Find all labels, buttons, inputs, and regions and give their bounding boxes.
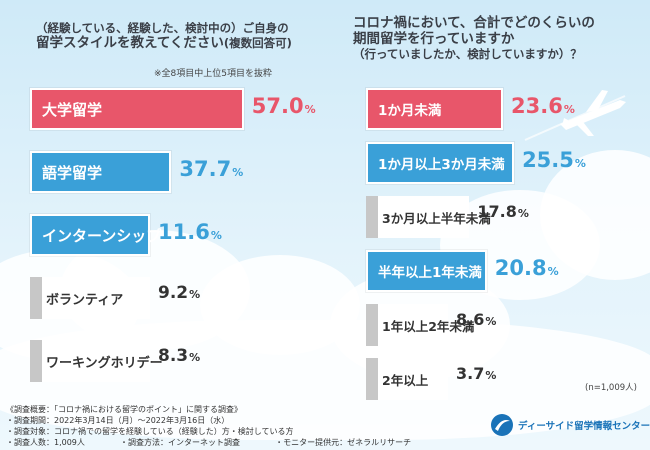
category-label: 3か月以上半年未満 (382, 210, 491, 226)
left-title-line2: 留学スタイルを教えてください(複数回答可) (36, 34, 292, 51)
category-label: 語学留学 (42, 163, 103, 182)
right-title-line2: 期間留学を行っていますか (353, 30, 515, 47)
value-number: 8.6 (456, 310, 485, 329)
right-title-line1: コロナ禍において、合計でどのくらいの (353, 15, 595, 31)
survey-footer: 《調査概要：「コロナ禍における留学のポイント」に関する調査》 ・調査期間：202… (6, 404, 411, 448)
bar: 3か月以上半年未満 (366, 196, 491, 238)
value-unit: % (563, 103, 575, 116)
category-label: 1か月未満 (378, 103, 442, 119)
value-unit: % (547, 265, 559, 278)
value-label: 20.8% (495, 256, 559, 280)
left-title-line1: （経験している、経験した、検討中の）ご自身の (36, 21, 289, 35)
footer-method: ・調査方法：インターネット調査 (120, 438, 240, 447)
footer-line: 《調査概要：「コロナ禍における留学のポイント」に関する調査》 (6, 405, 242, 414)
value-unit: % (304, 103, 316, 116)
bar: インターンシップ (30, 214, 161, 256)
bar: 半年以上1年未満 (366, 250, 487, 292)
airplane-icon (524, 90, 626, 141)
bar: 1か月未満 (366, 88, 504, 130)
value-number: 20.8 (494, 256, 547, 280)
value-number: 9.2 (158, 283, 189, 303)
bar: ワーキングホリデー (30, 340, 163, 382)
value-label: 57.0% (252, 94, 316, 118)
value-label: 25.5% (522, 148, 586, 172)
category-label: 半年以上1年未満 (378, 265, 482, 281)
value-unit: % (517, 207, 529, 220)
bar: 大学留学 (30, 88, 244, 130)
category-label: 2年以上 (382, 372, 429, 388)
category-label: ワーキングホリデー (46, 355, 163, 371)
logo-text: ディーサイド留学情報センター (518, 421, 650, 432)
value-number: 17.8 (477, 202, 517, 221)
value-label: 23.6% (511, 94, 575, 118)
value-label: 37.7% (179, 157, 243, 181)
left-chart-title: （経験している、経験した、検討中の）ご自身の 留学スタイルを教えてください(複数… (36, 21, 336, 51)
category-label: 1か月以上3か月未満 (378, 157, 505, 173)
logo-mark-icon (491, 414, 513, 436)
left-title-sub: (複数回答可) (223, 35, 292, 50)
value-number: 57.0 (251, 94, 304, 118)
bar: 1年以上2年未満 (366, 304, 474, 346)
value-unit: % (189, 351, 201, 364)
value-number: 11.6 (158, 220, 210, 244)
value-label: 11.6% (158, 220, 222, 244)
value-unit: % (485, 315, 497, 328)
category-label: ボランティア (46, 292, 124, 308)
left-chart-note: ※全8項目中上位5項目を抜粋 (154, 69, 272, 79)
category-label: 大学留学 (42, 100, 103, 119)
sample-size-note: (n=1,009人) (585, 383, 637, 393)
bar: ボランティア (30, 277, 150, 319)
value-number: 8.3 (158, 346, 189, 366)
right-chart-title: コロナ禍において、合計でどのくらいの 期間留学を行っていますか （行っていました… (353, 15, 633, 61)
value-number: 23.6 (511, 94, 563, 118)
bar: 語学留学 (30, 151, 172, 193)
value-number: 25.5 (522, 148, 574, 172)
footer-line: ・調査期間：2022年3月14日（月）～2022年3月16日（水） (6, 416, 230, 425)
footer-line: ・調査人数：1,009人 ・調査方法：インターネット調査 ・モニター提供元：ゼネ… (6, 437, 411, 448)
footer-count: ・調査人数：1,009人 (6, 438, 85, 447)
value-label: 17.8% (477, 202, 529, 221)
value-unit: % (189, 288, 201, 301)
value-label: 9.2% (158, 283, 200, 303)
value-label: 8.3% (158, 346, 200, 366)
category-label: インターンシップ (42, 226, 162, 245)
value-unit: % (232, 166, 244, 179)
value-unit: % (574, 157, 586, 170)
footer-provider: ・モニター提供元：ゼネラルリサーチ (275, 438, 412, 447)
value-label: 8.6% (456, 310, 496, 329)
value-unit: % (485, 369, 497, 382)
value-number: 3.7 (456, 364, 485, 383)
category-label: 1年以上2年未満 (382, 318, 475, 334)
value-unit: % (210, 229, 222, 242)
bar: 2年以上 (366, 358, 448, 400)
company-logo: ディーサイド留学情報センター (490, 413, 650, 437)
bar: 1か月以上3か月未満 (366, 142, 515, 184)
footer-line: ・調査対象：コロナ禍での留学を経験している（経験した）方・検討している方 (6, 427, 294, 436)
right-title-sub: （行っていましたか、検討していますか）？ (353, 46, 582, 61)
value-number: 37.7 (179, 157, 232, 181)
value-label: 3.7% (456, 364, 496, 383)
